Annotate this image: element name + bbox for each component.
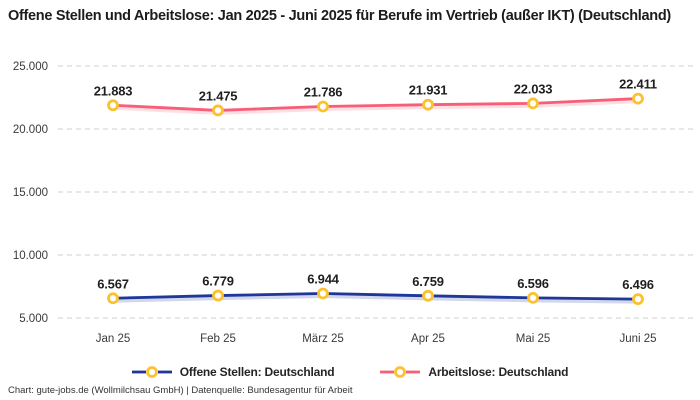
data-point-marker — [317, 287, 329, 300]
data-point-marker — [107, 292, 119, 305]
offene-stellen-deutschland-line — [111, 292, 640, 301]
data-point-marker — [422, 289, 434, 302]
y-tick-label: 5.000 — [19, 313, 48, 325]
arbeitslose-deutschland-line — [111, 97, 640, 112]
offene-stellen-deutschland-line-glow — [112, 292, 639, 304]
legend-label: Offene Stellen: Deutschland — [179, 365, 335, 379]
x-tick-label: Mai 25 — [516, 333, 551, 345]
data-point-marker — [632, 92, 644, 105]
x-tick-label: Jan 25 — [96, 333, 131, 345]
data-point-marker — [527, 97, 539, 110]
data-point-label: 6.567 — [97, 276, 129, 291]
data-point-label: 21.475 — [199, 88, 238, 103]
data-point-label: 21.931 — [409, 83, 448, 98]
data-point-marker — [422, 98, 434, 111]
data-point-label: 21.883 — [94, 83, 133, 98]
legend-label: Arbeitslose: Deutschland — [428, 365, 569, 379]
data-point-label: 22.033 — [514, 81, 553, 96]
data-point-marker — [107, 99, 119, 112]
x-tick-label: Juni 25 — [619, 333, 656, 345]
chart-title: Offene Stellen und Arbeitslose: Jan 2025… — [8, 8, 671, 24]
chart-legend: Offene Stellen: Deutschland Arbeitslose: … — [0, 361, 700, 383]
data-point-marker — [212, 104, 224, 117]
arbeitslose-deutschland-line-glow — [112, 97, 639, 115]
data-point-marker — [632, 293, 644, 306]
data-point-label: 22.411 — [619, 77, 657, 92]
x-tick-label: Apr 25 — [411, 333, 445, 345]
y-tick-label: 10.000 — [13, 250, 48, 262]
y-tick-label: 20.000 — [13, 124, 48, 136]
data-point-label: 6.944 — [307, 272, 340, 287]
x-tick-label: März 25 — [302, 333, 344, 345]
data-point-label: 6.496 — [622, 277, 654, 292]
data-point-label: 6.596 — [517, 276, 549, 291]
legend-marker-icon — [131, 366, 172, 378]
y-tick-label: 25.000 — [13, 61, 48, 73]
legend-marker-icon — [380, 366, 421, 378]
legend-marker-ring — [394, 366, 407, 378]
data-point-label: 21.786 — [304, 84, 343, 99]
line-chart-plot-area: 5.000 10.000 15.000 20.000 25.000 Jan 25 Feb 2… — [13, 61, 696, 345]
y-tick-label: 15.000 — [13, 187, 48, 199]
data-point-marker — [527, 291, 539, 304]
legend-item-offene-stellen-deutschland[interactable]: Offene Stellen: Deutschland — [131, 365, 335, 379]
legend-marker-ring — [145, 366, 158, 378]
data-point-marker — [212, 289, 224, 302]
legend-item-arbeitslose-deutschland[interactable]: Arbeitslose: Deutschland — [380, 365, 568, 379]
x-tick-label: Feb 25 — [200, 333, 236, 345]
data-point-label: 6.779 — [202, 274, 234, 289]
chart-credit: Chart: gute-jobs.de (Wollmilchsau GmbH) … — [8, 385, 353, 396]
data-point-marker — [317, 100, 329, 113]
data-point-label: 6.759 — [412, 274, 444, 289]
